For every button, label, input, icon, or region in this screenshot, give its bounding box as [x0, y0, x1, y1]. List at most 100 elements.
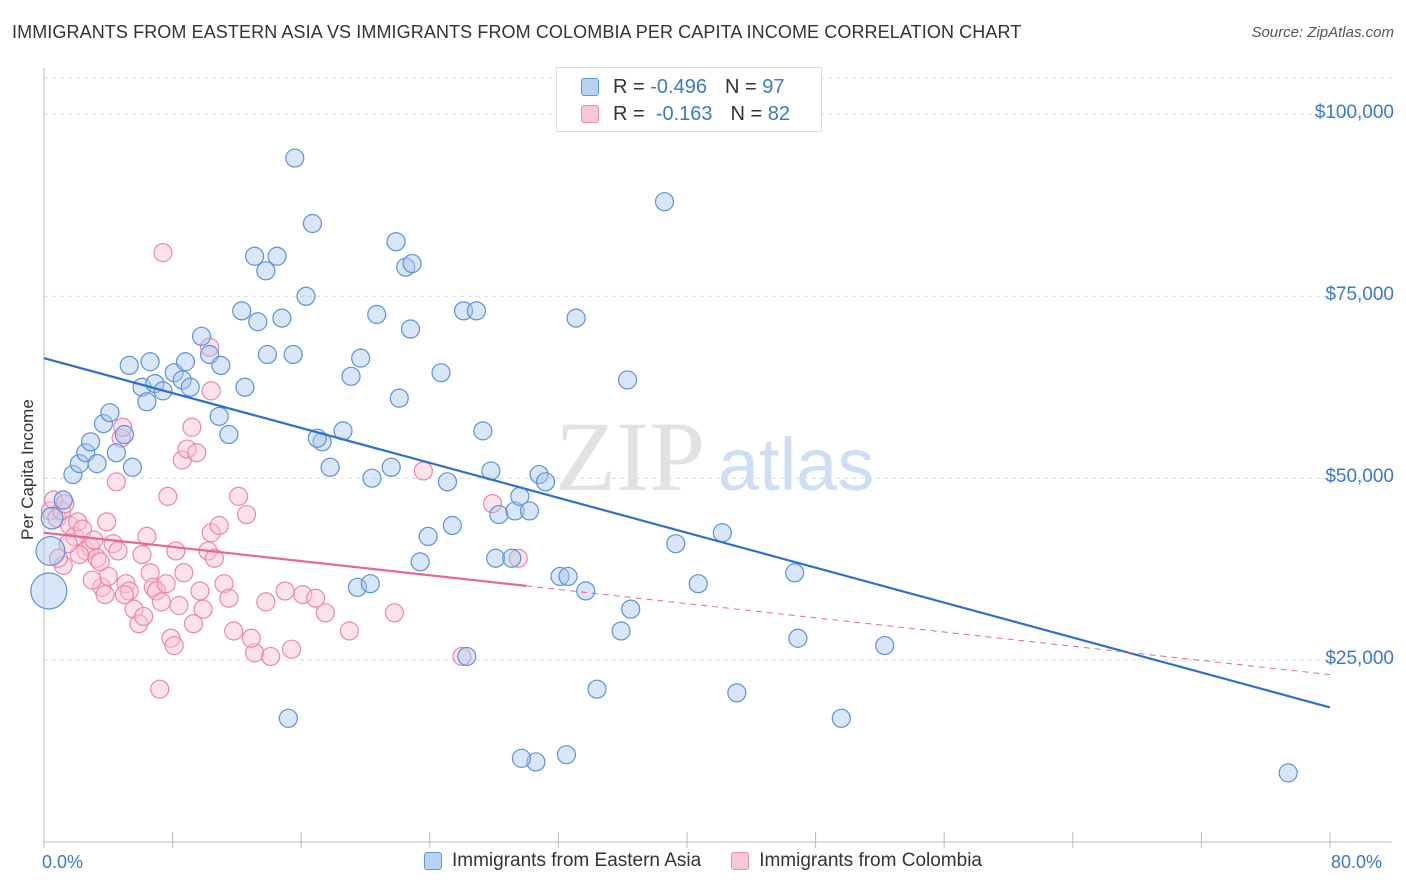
- data-point: [576, 581, 596, 601]
- axes: [43, 68, 1392, 848]
- data-point: [278, 708, 298, 728]
- data-point: [151, 592, 171, 612]
- legend: Immigrants from Eastern Asia Immigrants …: [0, 850, 1406, 872]
- data-point: [153, 243, 173, 263]
- data-point: [82, 570, 102, 590]
- data-point: [190, 581, 210, 601]
- data-point: [30, 572, 68, 610]
- data-point: [511, 748, 532, 768]
- data-point: [98, 566, 118, 587]
- data-point: [119, 355, 139, 376]
- data-point: [410, 552, 430, 572]
- data-point: [143, 577, 163, 597]
- y-tick-label: $50,000: [1325, 466, 1394, 488]
- data-point: [396, 257, 416, 277]
- n-value-colombia: 82: [767, 102, 791, 125]
- data-point: [587, 679, 607, 699]
- data-point: [87, 454, 107, 474]
- data-point: [418, 526, 438, 547]
- data-point: [519, 501, 540, 521]
- data-point: [558, 566, 578, 587]
- data-point: [248, 312, 268, 332]
- chart-title: IMMIGRANTS FROM EASTERN ASIA VS IMMIGRAN…: [12, 22, 1022, 42]
- data-point: [550, 566, 570, 587]
- data-point: [611, 621, 631, 641]
- data-point: [90, 552, 110, 572]
- data-point: [281, 639, 302, 659]
- data-point: [688, 574, 708, 594]
- n-value-eastern-asia: 97: [762, 75, 785, 98]
- data-point: [219, 424, 239, 445]
- data-point: [158, 486, 178, 506]
- trend-line-colombia: [43, 531, 527, 587]
- data-point: [384, 603, 405, 623]
- data-point: [156, 574, 176, 594]
- data-point: [175, 352, 196, 372]
- data-point: [457, 646, 477, 667]
- legend-item-colombia[interactable]: Immigrants from Colombia: [731, 850, 982, 872]
- data-point: [108, 541, 128, 561]
- trend-line-colombia-extrapolated: [526, 585, 1331, 676]
- data-point: [44, 490, 64, 510]
- data-point: [140, 352, 160, 372]
- data-point: [204, 548, 224, 568]
- watermark-atlas: atlas: [718, 423, 874, 506]
- y-axis-label-wrap: Per Capita Income: [18, 399, 38, 740]
- x-tick-max: 80.0%: [1331, 852, 1383, 872]
- data-point: [146, 581, 167, 601]
- data-point: [113, 417, 133, 437]
- series-eastern-asia-points: [30, 148, 1298, 783]
- data-point: [214, 574, 234, 594]
- r-label: R =: [613, 75, 645, 98]
- data-point: [360, 574, 380, 594]
- data-point: [201, 523, 221, 543]
- data-point: [81, 432, 101, 452]
- data-point: [209, 515, 229, 536]
- data-point: [177, 439, 197, 459]
- data-point: [100, 403, 120, 423]
- data-point: [437, 472, 458, 492]
- data-point: [40, 506, 64, 530]
- y-axis-label: Per Capita Income: [18, 399, 37, 540]
- trend-lines: [43, 357, 1331, 709]
- data-point: [244, 643, 265, 663]
- data-point: [232, 301, 252, 321]
- data-point: [654, 192, 675, 212]
- data-point: [452, 646, 472, 667]
- data-point: [114, 585, 134, 605]
- data-point: [320, 457, 340, 477]
- data-point: [402, 253, 422, 274]
- legend-item-eastern-asia[interactable]: Immigrants from Eastern Asia: [424, 850, 701, 872]
- r-value-colombia: -0.163: [655, 102, 713, 125]
- trend-line-eastern-asia: [43, 357, 1331, 709]
- legend-label-colombia: Immigrants from Colombia: [759, 850, 982, 871]
- data-point: [362, 468, 382, 488]
- watermark: ZIP atlas: [555, 401, 874, 512]
- data-point: [140, 563, 160, 583]
- data-point: [257, 344, 278, 365]
- source-label: Source: ZipAtlas.com: [1251, 24, 1394, 41]
- data-point: [466, 301, 487, 321]
- data-point: [183, 614, 204, 634]
- data-point: [261, 646, 281, 667]
- data-point: [272, 308, 292, 328]
- data-point: [114, 424, 134, 445]
- data-point: [442, 515, 462, 536]
- data-point: [367, 304, 387, 325]
- data-point: [124, 599, 144, 619]
- data-point: [529, 464, 549, 485]
- data-point: [315, 603, 335, 623]
- data-point: [35, 535, 66, 566]
- data-point: [712, 523, 732, 543]
- y-tick-label: $100,000: [1314, 102, 1394, 124]
- data-point: [413, 461, 433, 481]
- stats-row-eastern-asia: R = -0.496 N = 97: [581, 74, 784, 100]
- n-label: N =: [724, 75, 757, 98]
- data-point: [489, 504, 509, 525]
- data-point: [431, 363, 451, 383]
- data-point: [95, 585, 115, 605]
- n-label: N =: [730, 102, 763, 125]
- data-point: [122, 457, 143, 477]
- data-point: [486, 548, 506, 568]
- data-point: [875, 635, 895, 656]
